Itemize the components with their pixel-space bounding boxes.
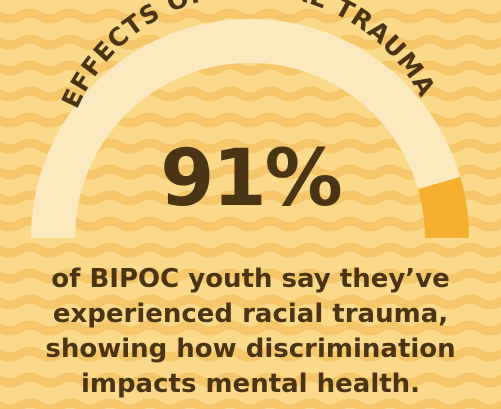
background-wave [0, 60, 501, 76]
background-wave [0, 8, 501, 24]
background-wave [0, 268, 501, 284]
statistic-value: 91% [160, 134, 343, 224]
background-wave [0, 398, 501, 409]
gauge-fill [417, 176, 470, 239]
background-wave [0, 242, 501, 258]
caption-line: of BIPOC youth say they’ve [51, 264, 450, 294]
caption-line: impacts mental health. [80, 369, 421, 399]
background-wave [0, 86, 501, 102]
statistic-caption: of BIPOC youth say they’ve experienced r… [0, 262, 501, 402]
background-wave [0, 346, 501, 362]
background-wave [0, 320, 501, 336]
background-wave [0, 372, 501, 388]
caption-line: experienced racial trauma, [52, 299, 449, 329]
background-wave [0, 294, 501, 310]
gauge-track [31, 18, 461, 239]
caption-line: showing how discrimination [45, 334, 456, 364]
